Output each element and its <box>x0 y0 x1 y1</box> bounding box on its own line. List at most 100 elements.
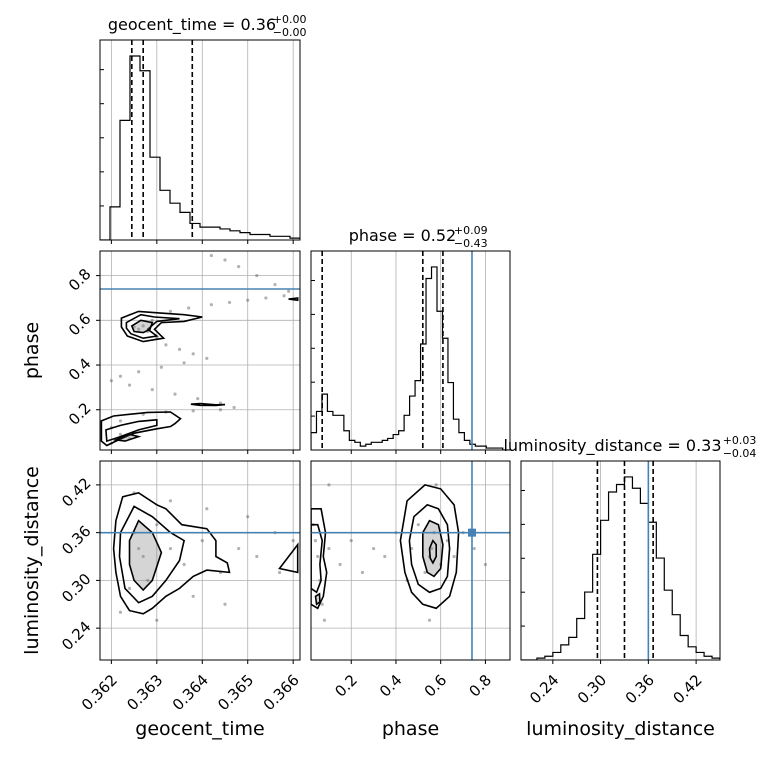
sample-point-41 <box>273 282 277 287</box>
title-value: luminosity_distance = 0.33 <box>503 436 721 456</box>
xtick-label-geocent_time-4: 0.366 <box>260 671 303 714</box>
sample-point-9 <box>205 356 209 360</box>
sample-point-5 <box>155 523 159 527</box>
sample-point-38 <box>255 273 259 278</box>
xtick-label-phase-2: 0.6 <box>421 671 451 701</box>
ytick-label-phase-0: 0.2 <box>65 399 95 429</box>
panel-content <box>100 253 300 447</box>
title-lower-error-geocent_time: −0.00 <box>273 26 307 39</box>
panel-content <box>311 461 510 660</box>
ytick-label-luminosity_distance-3: 0.42 <box>58 474 94 510</box>
sample-point-3 <box>423 570 427 575</box>
panel-frame <box>99 460 301 661</box>
sample-point-17 <box>349 539 353 543</box>
panel-frame <box>310 250 511 451</box>
panel-content <box>100 40 300 240</box>
sample-point-24 <box>483 562 488 567</box>
xtick-label-phase-0: 0.2 <box>331 671 361 701</box>
sample-point-2 <box>141 324 145 328</box>
contour-2 <box>128 519 163 592</box>
sample-point-1 <box>141 554 145 559</box>
xtick-label-luminosity_distance-1: 0.30 <box>574 671 610 707</box>
sample-point-5 <box>416 523 420 527</box>
sample-point-25 <box>118 419 123 423</box>
sample-point-16 <box>150 388 154 392</box>
ytick-label-luminosity_distance-2: 0.36 <box>58 522 94 558</box>
xtick-label-luminosity_distance-3: 0.42 <box>669 671 705 707</box>
ytick-label-luminosity_distance-1: 0.30 <box>58 570 94 606</box>
contour-0 <box>311 508 328 610</box>
contour-6 <box>428 539 437 565</box>
sample-point-1 <box>137 327 141 331</box>
ylabel-phase: phase <box>21 322 43 379</box>
sample-point-0 <box>430 546 434 551</box>
sample-point-35 <box>187 306 191 310</box>
truth-marker <box>467 528 476 537</box>
sample-point-40 <box>209 253 213 258</box>
sample-point-42 <box>287 289 291 293</box>
xtick-label-phase-3: 0.8 <box>465 671 495 701</box>
sample-point-30 <box>246 298 250 302</box>
title-value: phase = 0.52 <box>349 226 456 245</box>
panel-frame <box>99 39 301 241</box>
title-lower-error-luminosity_distance: −0.04 <box>723 447 757 460</box>
sample-point-28 <box>322 618 327 622</box>
xlabel-luminosity_distance: luminosity_distance <box>526 718 715 740</box>
sample-point-17 <box>173 392 177 396</box>
sample-point-6 <box>164 343 168 347</box>
sample-point-10 <box>237 546 241 551</box>
sample-point-19 <box>218 401 223 405</box>
xtick-label-luminosity_distance-0: 0.24 <box>526 671 562 707</box>
sample-point-8 <box>191 352 195 356</box>
sample-point-11 <box>159 365 163 369</box>
histogram-luminosity_distance <box>521 476 720 660</box>
panel-luminosity_distance-vs-geocent_time: 0.24 0.30 0.36 0.42 luminosity_distance 0.362… <box>21 460 303 740</box>
sample-point-22 <box>223 602 227 606</box>
sample-point-6 <box>168 546 173 551</box>
contour-3 <box>399 484 460 610</box>
histogram-geocent_time <box>100 55 300 240</box>
contour-4 <box>105 418 158 443</box>
contour-1 <box>118 505 186 604</box>
contour-0 <box>112 491 231 615</box>
panel-frame <box>520 460 721 661</box>
sample-point-18 <box>360 570 365 575</box>
xtick-label-luminosity_distance-2: 0.36 <box>622 671 658 707</box>
xtick-label-phase-1: 0.4 <box>376 671 406 701</box>
contour-5 <box>112 433 142 442</box>
sample-point-26 <box>434 483 438 487</box>
panel-content <box>311 251 510 450</box>
title-upper-error-geocent_time: +0.00 <box>273 13 307 26</box>
sample-point-8 <box>200 539 204 543</box>
sample-point-37 <box>237 265 241 269</box>
sample-point-14 <box>155 618 159 622</box>
xtick-label-geocent_time-3: 0.365 <box>214 671 257 714</box>
sample-point-39 <box>223 258 227 262</box>
title-upper-error-luminosity_distance: +0.03 <box>723 434 757 447</box>
sample-point-17 <box>205 507 209 511</box>
ytick-label-phase-1: 0.4 <box>65 354 95 384</box>
xtick-label-geocent_time-0: 0.362 <box>78 671 121 714</box>
xtick-label-geocent_time-2: 0.364 <box>169 671 212 714</box>
panel-frame <box>310 460 511 661</box>
panel-content <box>521 461 720 660</box>
contour-5 <box>422 519 444 578</box>
sample-point-22 <box>191 409 195 413</box>
ylabel-luminosity_distance: luminosity_distance <box>21 466 43 655</box>
xlabel-geocent_time: geocent_time <box>135 718 264 740</box>
sample-point-18 <box>196 396 200 401</box>
sample-point-16 <box>338 562 342 567</box>
sample-point-7 <box>177 347 182 351</box>
sample-point-4 <box>127 586 132 590</box>
sample-point-21 <box>218 408 223 412</box>
panel-title-luminosity_distance: luminosity_distance = 0.33 <box>503 436 721 456</box>
ytick-label-phase-2: 0.6 <box>65 310 95 340</box>
sample-point-33 <box>227 300 232 305</box>
panel-title-phase: phase = 0.52 <box>349 226 456 245</box>
ytick-label-phase-3: 0.8 <box>65 265 95 295</box>
contour-3 <box>278 542 299 574</box>
sample-point-36 <box>168 309 173 313</box>
sample-point-13 <box>118 374 123 378</box>
sample-point-12 <box>137 370 141 374</box>
